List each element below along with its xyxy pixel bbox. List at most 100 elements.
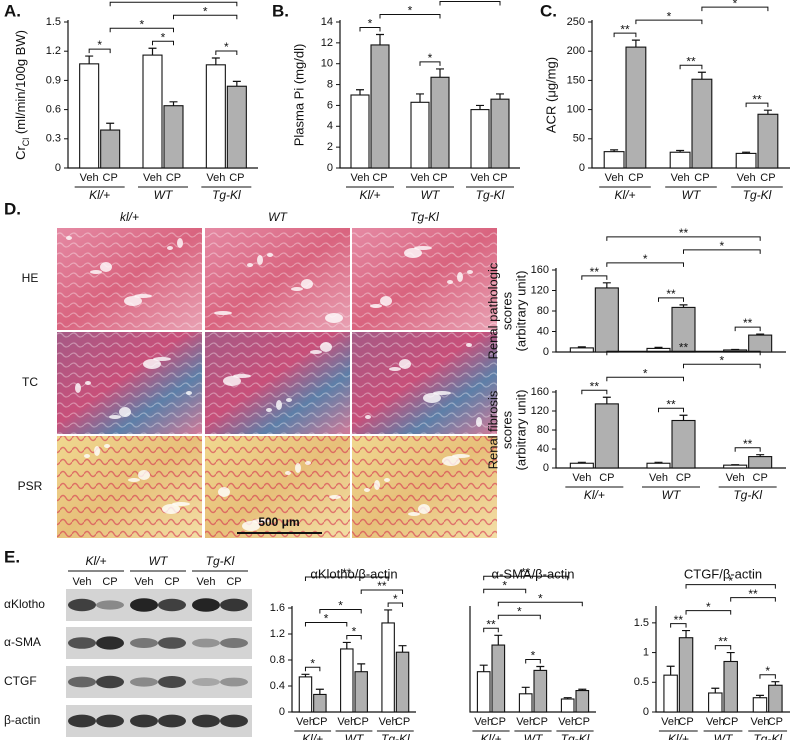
y-tick-label: 160 xyxy=(531,264,549,276)
bar xyxy=(205,64,226,169)
significance-bracket xyxy=(439,1,501,6)
bar xyxy=(594,287,619,353)
error-bar xyxy=(697,71,706,80)
lumen xyxy=(177,238,183,248)
micrograph-texture xyxy=(205,436,350,538)
y-axis-label: scores xyxy=(499,291,514,330)
band xyxy=(68,598,96,612)
lumen xyxy=(242,521,260,531)
y-tick-label: 12 xyxy=(321,37,333,49)
y-tick-label: 1.5 xyxy=(634,617,649,629)
error-bar xyxy=(232,80,241,87)
significance-label: ** xyxy=(666,287,676,301)
significance-label: * xyxy=(97,38,102,52)
bar xyxy=(678,637,694,713)
y-tick-label: 250 xyxy=(567,16,585,28)
band xyxy=(68,714,96,728)
error-bar xyxy=(654,461,663,464)
series-label: Veh xyxy=(726,472,745,484)
error-bar xyxy=(755,694,764,698)
lumen xyxy=(370,304,382,308)
error-bar xyxy=(631,39,640,48)
band xyxy=(130,638,158,648)
y-tick-label: 0.4 xyxy=(270,680,285,692)
bar xyxy=(395,651,410,713)
lumen xyxy=(447,280,453,284)
significance-label: * xyxy=(393,592,398,606)
lumen xyxy=(414,246,432,250)
significance-bracket xyxy=(497,601,583,607)
significance-label: ** xyxy=(718,635,728,649)
lumen xyxy=(423,393,441,403)
micrograph-texture xyxy=(352,436,497,538)
lumen xyxy=(286,398,292,402)
series-label: Veh xyxy=(379,716,398,728)
significance-bracket xyxy=(759,674,776,679)
lumen xyxy=(310,350,322,354)
y-tick-label: 100 xyxy=(567,104,585,116)
bar xyxy=(491,644,506,713)
series-label: CP xyxy=(395,716,410,728)
protein-label: αKlotho xyxy=(4,597,45,611)
lumen xyxy=(364,488,370,492)
bar xyxy=(470,109,490,169)
error-bar xyxy=(536,665,545,671)
series-label: Veh xyxy=(206,172,225,184)
significance-label: * xyxy=(517,604,522,618)
significance-bracket xyxy=(304,621,348,627)
y-tick-label: 1.5 xyxy=(46,16,61,28)
y-tick-label: 50 xyxy=(573,133,585,145)
x-tick-label: Tg-Kl xyxy=(733,488,762,502)
significance-label: * xyxy=(719,239,724,253)
lumen xyxy=(218,487,230,497)
lumen xyxy=(365,415,371,419)
significance-label: * xyxy=(468,0,473,5)
significance-bracket xyxy=(497,614,541,620)
significance-bracket xyxy=(483,575,569,581)
error-bar xyxy=(494,634,503,646)
series-label: Veh xyxy=(471,172,490,184)
significance-label: ** xyxy=(521,565,531,579)
band xyxy=(192,638,220,648)
significance-bracket xyxy=(613,32,637,38)
series-label: Veh xyxy=(750,716,769,728)
bar xyxy=(691,78,713,169)
y-tick-label: 1.2 xyxy=(270,628,285,640)
series-label: Veh xyxy=(80,172,99,184)
x-tick-label: WT xyxy=(421,188,441,202)
error-bar xyxy=(479,664,488,672)
y-tick-label: 0 xyxy=(279,706,285,718)
lumen xyxy=(399,359,411,369)
bar xyxy=(575,689,590,713)
series-label: CP xyxy=(575,716,590,728)
error-bar xyxy=(85,55,94,64)
band xyxy=(130,714,158,728)
y-axis-label-part: Cl xyxy=(21,138,31,147)
y-axis-label-part: Cr xyxy=(13,146,28,160)
x-tick-label: Tg-Kl xyxy=(476,188,505,202)
series-label: CP xyxy=(432,172,447,184)
series-label: Veh xyxy=(411,172,430,184)
lumen xyxy=(186,391,192,395)
significance-bracket xyxy=(379,14,441,19)
y-tick-label: 0 xyxy=(543,346,549,358)
y-axis-label: CrCl (ml/min/100g BW) xyxy=(13,30,31,160)
error-bar xyxy=(496,93,504,100)
significance-bracket xyxy=(581,389,608,395)
error-bar xyxy=(763,109,772,115)
lumen xyxy=(466,343,472,347)
significance-label: * xyxy=(531,649,536,663)
error-bar xyxy=(169,101,178,106)
significance-label: * xyxy=(733,0,738,10)
significance-label: * xyxy=(338,599,343,613)
significance-bracket xyxy=(152,40,174,46)
lumen xyxy=(104,444,110,448)
band xyxy=(192,714,220,728)
series-label: CP xyxy=(103,172,118,184)
y-axis-label: ACR (μg/mg) xyxy=(543,57,558,133)
series-label: Veh xyxy=(572,472,591,484)
column-label: kl/+ xyxy=(120,210,139,224)
lumen xyxy=(374,480,380,490)
significance-label: ** xyxy=(666,397,676,411)
error-bar xyxy=(577,346,586,348)
